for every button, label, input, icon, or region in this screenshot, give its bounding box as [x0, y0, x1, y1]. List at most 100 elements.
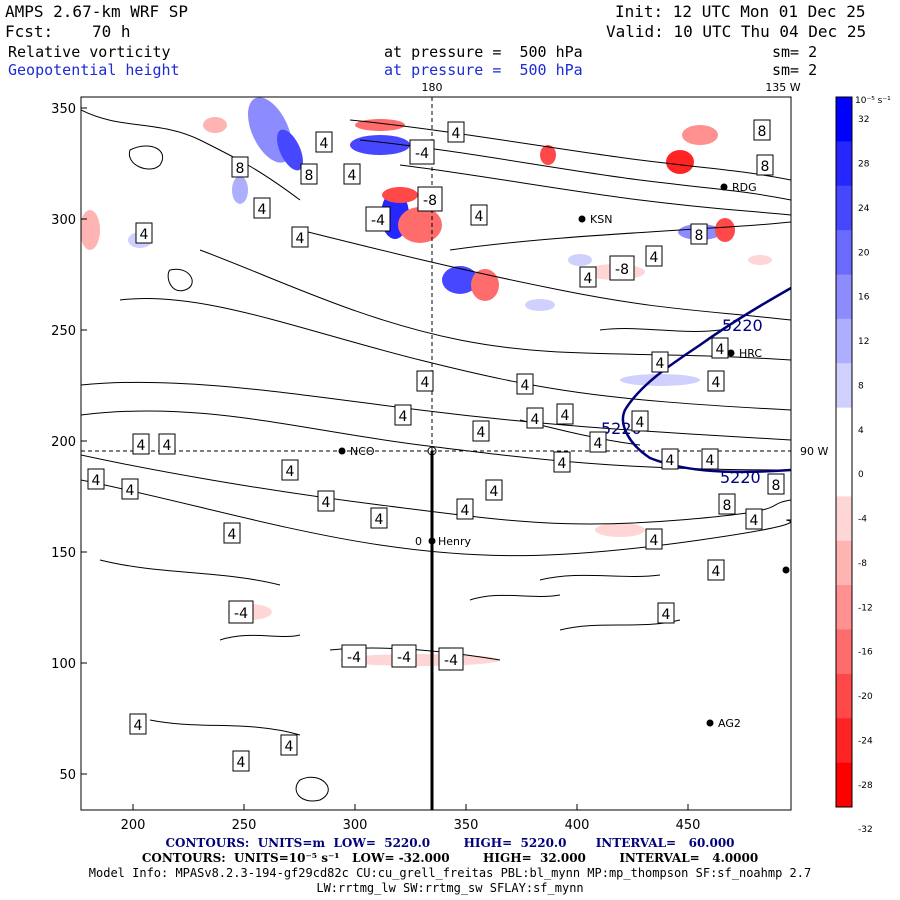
station-henry: 0 Henry [415, 535, 472, 548]
svg-text:4: 4 [561, 408, 570, 424]
svg-text:4: 4 [322, 495, 331, 511]
colorbar-tick-label: -32 [858, 825, 873, 835]
height-label: 5220 [720, 468, 761, 487]
svg-text:4: 4 [92, 473, 101, 489]
svg-text:4: 4 [399, 409, 408, 425]
svg-text:4: 4 [712, 564, 721, 580]
contour-label-box: 8 [231, 156, 249, 178]
station-ag2: AG2 [706, 717, 741, 730]
svg-text:-4: -4 [444, 653, 458, 669]
svg-text:4: 4 [594, 436, 603, 452]
stations: NCO 0 Henry HRC AG2 RDG KSN [338, 181, 790, 730]
colorbar-tick-label: 20 [858, 248, 870, 258]
svg-text:8: 8 [723, 498, 732, 514]
init-time: Init: 12 UTC Mon 01 Dec 25 [615, 2, 866, 21]
colorbar-tick-label: -28 [858, 781, 873, 791]
y-tick-label: 350 [51, 102, 76, 117]
colorbar-tick-label: 8 [858, 381, 864, 391]
svg-text:4: 4 [750, 513, 759, 529]
colorbar-tick-label: -16 [858, 648, 873, 658]
colorbar-tick-label: -24 [858, 736, 873, 746]
x-tick-label: 200 [121, 818, 146, 833]
vorticity-labels: 4 4 8 8 4 -4 -8 -4 4 4 4 4 8 8 8 4 -8 4 … [87, 119, 785, 772]
svg-text:AG2: AG2 [718, 717, 741, 730]
colorbar-tick-label: 16 [858, 293, 870, 303]
contour-label-box: 4 [315, 131, 333, 153]
contour-label-box: 4 [589, 431, 607, 453]
colorbar-unit: 10⁻⁵ s⁻¹ [855, 96, 891, 106]
svg-text:NCO: NCO [350, 445, 375, 458]
svg-text:-8: -8 [615, 262, 629, 278]
contour-label-box: 4 [132, 433, 150, 455]
contour-label-box: 4 [645, 528, 663, 550]
svg-text:4: 4 [461, 503, 470, 519]
x-tick-label: 400 [565, 818, 590, 833]
contour-label-box: -4 [409, 139, 435, 165]
colorbar-swatches [836, 97, 852, 808]
contour-label-box: -4 [391, 644, 417, 668]
colorbar-swatch [836, 540, 852, 586]
colorbar-swatch [836, 97, 852, 142]
svg-text:8: 8 [305, 168, 314, 184]
contour-label-box: 4 [281, 459, 299, 481]
colorbar-swatch [836, 496, 852, 542]
colorbar-swatch [836, 673, 852, 719]
svg-text:4: 4 [716, 342, 725, 358]
field-height-smoothing: sm= 2 [772, 61, 818, 79]
svg-text:4: 4 [320, 136, 329, 152]
valid-time: Valid: 10 UTC Thu 04 Dec 25 [606, 22, 867, 41]
colorbar-swatch [836, 274, 852, 320]
contour-label-box: 4 [651, 351, 669, 373]
svg-text:4: 4 [558, 456, 567, 472]
contour-label-box: 4 [158, 433, 176, 455]
x-tick-label: 250 [232, 818, 257, 833]
colorbar-swatch [836, 629, 852, 675]
svg-text:8: 8 [695, 228, 704, 244]
contour-label-box: -4 [228, 600, 254, 624]
svg-text:4: 4 [475, 209, 484, 225]
svg-text:4: 4 [666, 453, 675, 469]
top-lon-label-180: 180 [422, 81, 443, 94]
y-tick-label: 50 [59, 768, 76, 783]
footer-model-info: Model Info: MPASv8.2.3-194-gf29cd82c CU:… [88, 866, 812, 880]
station-ksn: KSN [578, 213, 612, 226]
x-tick-label: 300 [343, 818, 368, 833]
contour-label-box: 4 [223, 522, 241, 544]
colorbar-swatch [836, 585, 852, 630]
svg-text:-4: -4 [415, 146, 429, 162]
svg-text:-4: -4 [397, 650, 411, 666]
contour-label-box: 4 [579, 266, 597, 288]
y-tick-label: 250 [51, 324, 76, 339]
contour-label-box: 4 [707, 370, 725, 392]
colorbar-tick-label: -8 [858, 559, 867, 569]
contour-label-box: 4 [485, 479, 503, 501]
svg-text:4: 4 [477, 425, 486, 441]
contour-label-box: 4 [370, 507, 388, 529]
contour-label-box: 4 [470, 204, 488, 226]
x-tick-label: 350 [454, 818, 479, 833]
svg-text:4: 4 [650, 250, 659, 266]
colorbar-tick-label: -4 [858, 515, 867, 525]
svg-text:KSN: KSN [590, 213, 612, 226]
colorbar-tick-label: 24 [858, 204, 870, 214]
contour-label-box: 4 [553, 451, 571, 473]
svg-text:4: 4 [286, 464, 295, 480]
contour-label-box: 4 [645, 245, 663, 267]
colorbar-tick-label: 0 [858, 470, 864, 480]
footer-physics-info: LW:rrtmg_lw SW:rrtmg_sw SFLAY:sf_mynn [316, 881, 584, 895]
svg-text:4: 4 [285, 739, 294, 755]
contour-label-box: -8 [417, 186, 443, 212]
station-hrc: HRC [727, 347, 762, 360]
contour-label-box: -8 [609, 255, 635, 281]
contour-label-box: 4 [87, 468, 105, 490]
colorbar-swatch [836, 230, 852, 275]
colorbar-tick-label: -20 [858, 692, 873, 702]
contour-label-box: 4 [657, 602, 675, 624]
x-axis: 200 250 300 350 400 450 [121, 804, 700, 833]
station-rdg: RDG [720, 181, 757, 194]
contour-label-box: 4 [121, 478, 139, 500]
colorbar-swatch [836, 141, 852, 187]
contour-label-box: 4 [280, 734, 298, 756]
contour-label-box: 4 [661, 448, 679, 470]
